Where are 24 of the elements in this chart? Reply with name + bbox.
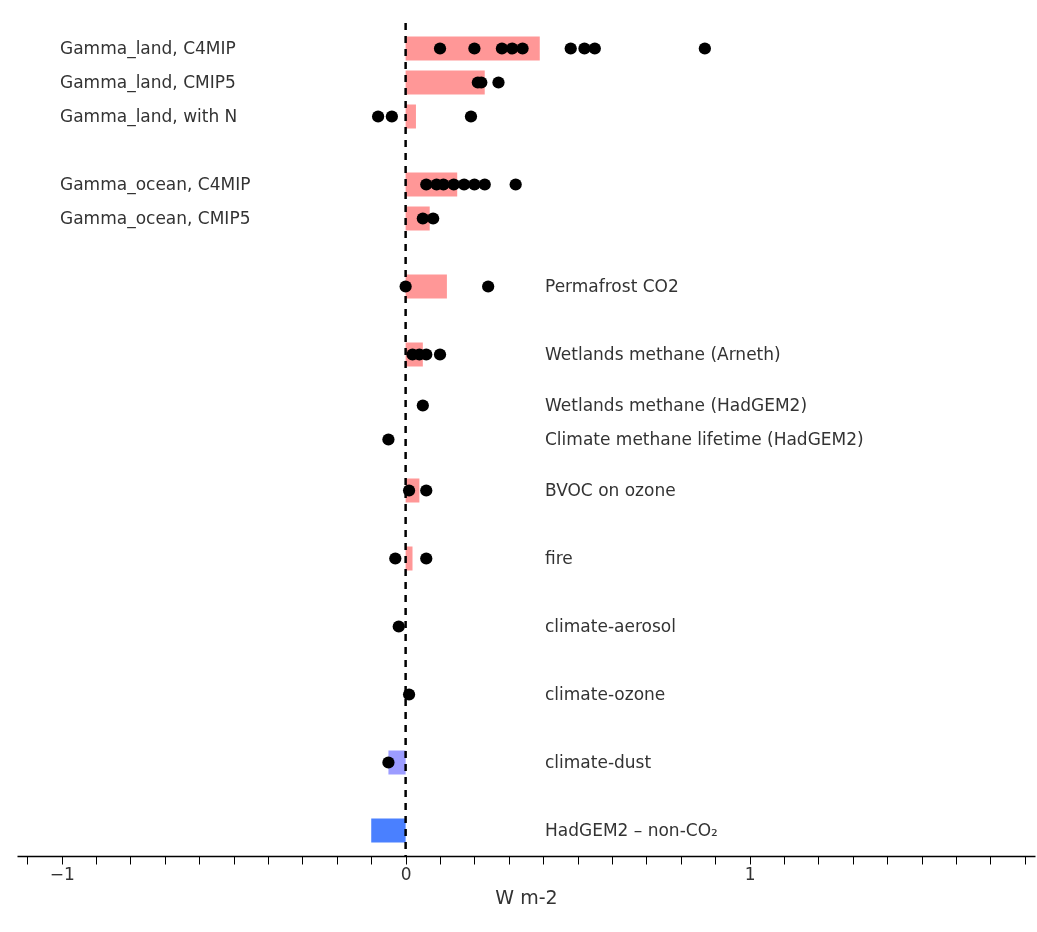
- y-tick-label: Gamma_land, CMIP5: [60, 71, 236, 93]
- y-tick-label: fire: [545, 547, 573, 568]
- y-tick-label: Permafrost CO2: [545, 275, 679, 296]
- y-tick-label: climate-ozone: [545, 683, 666, 704]
- y-tick-label: climate-aerosol: [545, 615, 676, 636]
- y-tick-label: BVOC on ozone: [545, 479, 676, 500]
- bar: [405, 274, 447, 299]
- y-tick-label: Gamma_land, with N: [60, 105, 238, 127]
- bar: [371, 818, 406, 843]
- x-tick-label: 1: [744, 863, 756, 884]
- y-tick-label: Gamma_land, C4MIP: [60, 37, 236, 59]
- y-tick-label: climate-dust: [545, 751, 652, 772]
- bar: [405, 70, 485, 95]
- bar: [405, 104, 416, 129]
- y-tick-label: Wetlands methane (HadGEM2): [545, 394, 808, 415]
- y-tick-label: Wetlands methane (Arneth): [545, 343, 781, 364]
- y-tick-label: Gamma_ocean, CMIP5: [60, 207, 251, 229]
- y-tick-label: Gamma_ocean, C4MIP: [60, 173, 251, 195]
- x-axis-title: W m-2: [495, 885, 558, 908]
- y-tick-label: HadGEM2 – non-CO₂: [545, 819, 718, 840]
- x-tick-label: −1: [49, 863, 75, 884]
- x-tick-label: 0: [400, 863, 412, 884]
- bar: [405, 546, 413, 571]
- y-tick-label: Climate methane lifetime (HadGEM2): [545, 428, 864, 449]
